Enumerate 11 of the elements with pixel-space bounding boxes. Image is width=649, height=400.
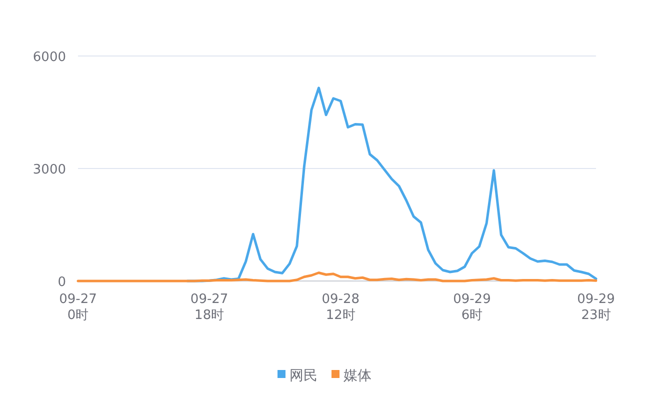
y-tick-label: 6000	[32, 50, 66, 65]
x-tick-label: 09-29 23时	[577, 292, 615, 323]
legend-label: 媒体	[344, 368, 372, 384]
x-tick-label: 09-27 0时	[59, 292, 97, 323]
y-tick-label: 0	[58, 275, 66, 290]
x-tick-label: 09-28 12时	[322, 292, 360, 323]
line-series	[76, 272, 598, 282]
y-tick-label: 3000	[32, 162, 66, 178]
x-tick-label: 09-29 6时	[453, 292, 491, 323]
legend-label: 网民	[290, 368, 318, 384]
x-tick-label: 09-27 18时	[190, 292, 228, 323]
